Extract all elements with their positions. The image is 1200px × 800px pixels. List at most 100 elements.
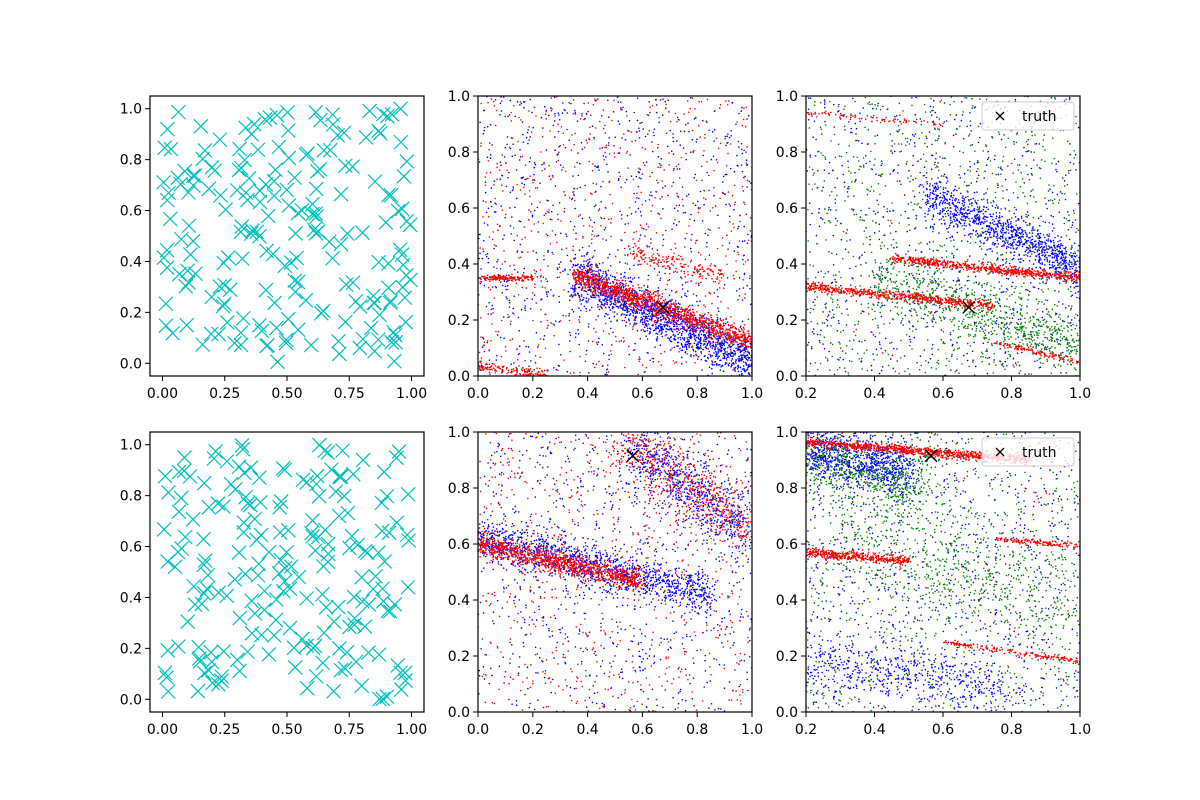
x-marker xyxy=(306,222,322,238)
x-marker xyxy=(196,557,212,573)
x-marker xyxy=(392,242,408,258)
x-marker xyxy=(393,134,409,150)
x-marker xyxy=(380,256,396,271)
x-marker xyxy=(382,603,398,619)
x-marker xyxy=(331,333,346,349)
x-marker xyxy=(268,592,284,607)
x-marker xyxy=(372,691,387,707)
x-marker xyxy=(372,125,388,141)
x-marker xyxy=(254,323,270,339)
x-marker xyxy=(309,476,324,492)
y-tick-label: 0.0 xyxy=(776,369,798,385)
x-marker xyxy=(397,665,413,681)
x-marker xyxy=(395,279,411,295)
x-marker xyxy=(268,612,284,628)
x-marker xyxy=(210,496,226,512)
x-tick-label: 0.8 xyxy=(1000,386,1022,402)
x-marker xyxy=(375,593,391,609)
x-marker xyxy=(313,112,328,128)
x-marker xyxy=(219,314,235,330)
x-marker xyxy=(308,209,324,225)
x-marker xyxy=(389,515,405,531)
x-marker xyxy=(345,466,361,482)
x-marker xyxy=(345,159,360,175)
x-marker xyxy=(352,340,368,356)
x-tick-label: 1.0 xyxy=(1069,722,1091,738)
x-tick-label: 0.6 xyxy=(932,386,954,402)
x-marker xyxy=(266,173,282,189)
x-marker xyxy=(344,528,360,544)
x-marker xyxy=(214,669,230,684)
x-marker xyxy=(222,282,238,298)
x-marker xyxy=(400,486,416,502)
x-marker xyxy=(211,326,227,342)
x-marker xyxy=(204,289,220,305)
x-marker xyxy=(323,462,339,478)
x-marker xyxy=(374,523,390,539)
x-marker xyxy=(251,470,267,486)
x-marker xyxy=(367,174,383,189)
x-marker xyxy=(258,176,274,192)
x-marker xyxy=(266,628,282,643)
x-marker xyxy=(282,620,298,636)
y-tick-label: 0.8 xyxy=(448,145,470,161)
x-marker xyxy=(216,296,232,312)
y-tick-label: 1.0 xyxy=(448,425,470,441)
x-tick-label: 0.4 xyxy=(576,722,598,738)
x-marker xyxy=(377,553,393,569)
x-marker xyxy=(310,529,326,545)
subplot-4: 0.00 0.25 0.50 0.75 1.00 0.0 0.2 0.4 0.6 0.8 1.0 xyxy=(120,431,427,738)
x-marker xyxy=(374,495,390,511)
x-marker xyxy=(229,652,245,668)
x-marker xyxy=(381,280,396,296)
x-tick-label: 0.2 xyxy=(795,722,817,738)
x-marker xyxy=(182,468,198,484)
x-marker xyxy=(396,168,412,184)
x-marker xyxy=(391,444,407,460)
x-marker xyxy=(315,586,330,602)
x-marker xyxy=(280,123,296,138)
truth-marker xyxy=(924,449,938,463)
x-marker xyxy=(376,464,392,480)
x-marker xyxy=(231,545,247,560)
x-marker xyxy=(333,469,349,485)
x-marker xyxy=(333,236,349,252)
x-marker xyxy=(288,225,303,241)
x-marker xyxy=(212,132,228,148)
legend: truth xyxy=(981,437,1075,467)
x-marker xyxy=(271,139,287,155)
x-marker xyxy=(233,224,249,240)
y-tick-label: 0.4 xyxy=(448,257,470,273)
x-marker xyxy=(183,247,198,263)
x-marker xyxy=(240,644,255,660)
y-tick-label: 0.0 xyxy=(448,705,470,721)
x-marker xyxy=(282,581,298,597)
x-marker xyxy=(195,337,211,353)
x-marker xyxy=(156,250,172,266)
x-marker xyxy=(171,464,187,480)
x-marker xyxy=(162,211,178,227)
x-marker xyxy=(158,318,174,334)
x-marker xyxy=(207,163,223,179)
x-marker xyxy=(195,151,211,167)
subplot-2: 0.0 0.2 0.4 0.6 0.8 1.0 0.0 0.2 0.4 0.6 0.8 1.0 xyxy=(448,89,763,402)
x-marker xyxy=(171,639,186,654)
x-marker xyxy=(390,203,406,219)
y-tick-label: 0.2 xyxy=(448,313,470,329)
x-marker xyxy=(386,353,402,369)
x-marker xyxy=(308,206,324,221)
x-marker xyxy=(160,484,176,500)
x-marker xyxy=(358,129,374,145)
x-marker xyxy=(187,597,203,613)
x-marker xyxy=(355,225,370,241)
x-marker xyxy=(157,140,173,156)
x-marker xyxy=(232,610,248,626)
x-marker xyxy=(258,282,274,298)
x-marker xyxy=(173,490,189,506)
x-tick-label: 0.8 xyxy=(686,386,708,402)
x-marker xyxy=(242,497,258,513)
x-marker xyxy=(180,263,195,279)
x-marker xyxy=(303,525,319,541)
x-marker xyxy=(317,443,333,459)
